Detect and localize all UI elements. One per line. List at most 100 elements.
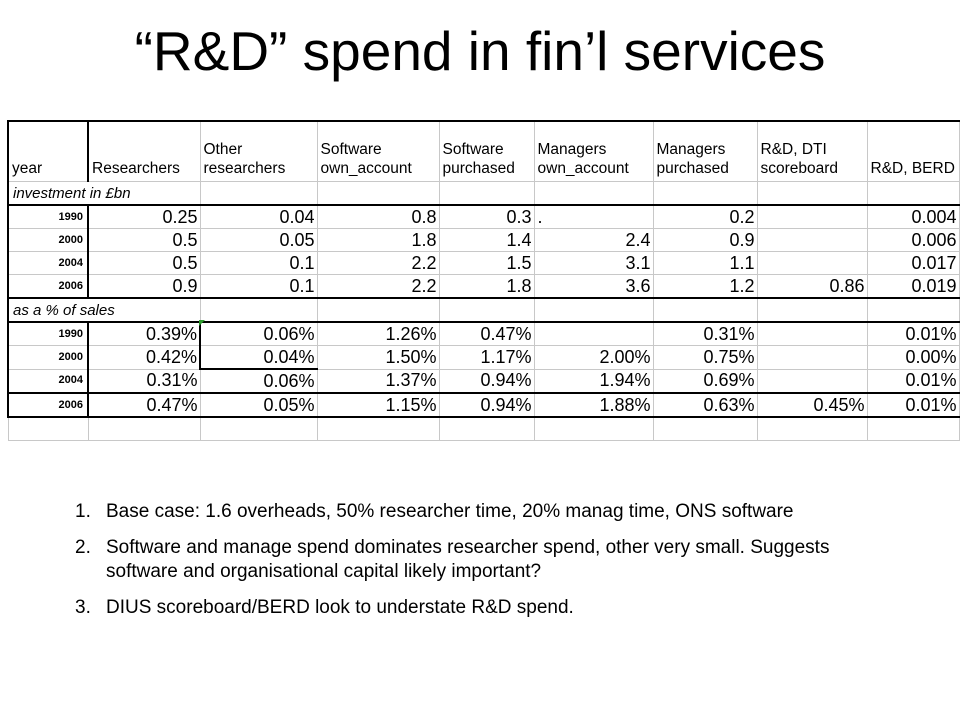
year-cell: 2000 [7, 345, 89, 370]
note-number: 1. [75, 501, 91, 522]
value-cell [533, 321, 654, 346]
value-cell: 0.8 [316, 204, 440, 229]
value-cell: 0.5 [87, 228, 201, 252]
year-cell: 2000 [7, 228, 89, 252]
value-cell: 0.9 [652, 228, 758, 252]
section-label-investment: investment in £bn [7, 181, 201, 206]
value-cell: 0.017 [866, 251, 960, 275]
year-cell: 2006 [7, 274, 89, 299]
table-row: 1990 0.25 0.04 0.8 0.3 . 0.2 0.004 [7, 204, 960, 229]
note-text: Base case: 1.6 overheads, 50% researcher… [106, 501, 794, 522]
value-cell: 0.06% [199, 321, 318, 346]
value-cell: 1.8 [438, 274, 535, 299]
value-cell: 3.6 [533, 274, 654, 299]
table-row: 2000 0.42% 0.04% 1.50% 1.17% 2.00% 0.75%… [7, 345, 960, 370]
value-cell: 0.01% [866, 368, 960, 394]
value-cell: 0.01% [866, 321, 960, 346]
value-cell: 1.26% [316, 321, 440, 346]
value-cell: 2.2 [316, 251, 440, 275]
note-number: 2. [75, 537, 91, 558]
header-row: year Researchers Other researchers Softw… [7, 120, 960, 182]
header-software-own-account: Software own_account [316, 120, 440, 182]
value-cell [756, 204, 868, 229]
value-cell: 2.2 [316, 274, 440, 299]
rd-spend-table: year Researchers Other researchers Softw… [7, 120, 960, 441]
value-cell: 0.31% [87, 368, 201, 394]
value-cell: 0.47% [87, 392, 201, 418]
note-item: 3. DIUS scoreboard/BERD look to understa… [75, 596, 895, 620]
slide-title: “R&D” spend in fin’l services [134, 20, 826, 82]
value-cell: 0.94% [438, 368, 535, 394]
value-cell: 1.1 [652, 251, 758, 275]
header-rd-dti-scoreboard: R&D, DTI scoreboard [756, 120, 868, 182]
value-cell: 0.9 [87, 274, 201, 299]
value-cell: 0.004 [866, 204, 960, 229]
cell-comment-marker [199, 320, 205, 326]
value-cell: 1.15% [316, 392, 440, 418]
value-cell: 0.31% [652, 321, 758, 346]
value-cell: 0.42% [87, 345, 201, 370]
value-cell: 1.37% [316, 368, 440, 394]
note-number: 3. [75, 597, 91, 618]
table-row: 2006 0.9 0.1 2.2 1.8 3.6 1.2 0.86 0.019 [7, 274, 960, 299]
value-cell: 0.04 [199, 204, 318, 229]
note-text: Software and manage spend dominates rese… [106, 537, 830, 582]
value-cell: 0.05% [199, 392, 318, 418]
value-cell: 1.2 [652, 274, 758, 299]
value-cell [756, 228, 868, 252]
value-cell: 0.01% [866, 392, 960, 418]
header-other-researchers: Other researchers [199, 120, 318, 182]
section-row: investment in £bn [7, 181, 960, 206]
value-cell: 0.86 [756, 274, 868, 299]
value-cell: 1.8 [316, 228, 440, 252]
header-software-purchased: Software purchased [438, 120, 535, 182]
section-row: as a % of sales [7, 297, 960, 323]
note-item: 1. Base case: 1.6 overheads, 50% researc… [75, 500, 895, 524]
table-row: 2006 0.47% 0.05% 1.15% 0.94% 1.88% 0.63%… [7, 392, 960, 418]
value-cell: 0.00% [866, 345, 960, 370]
header-year: year [7, 120, 89, 182]
value-cell: . [533, 204, 654, 229]
value-cell: 0.75% [652, 345, 758, 370]
value-cell: 2.00% [533, 345, 654, 370]
note-item: 2. Software and manage spend dominates r… [75, 536, 895, 584]
value-cell: 1.88% [533, 392, 654, 418]
table-row: 2000 0.5 0.05 1.8 1.4 2.4 0.9 0.006 [7, 228, 960, 252]
value-cell: 0.1 [199, 251, 318, 275]
value-cell: 0.63% [652, 392, 758, 418]
value-cell: 1.17% [438, 345, 535, 370]
header-managers-purchased: Managers purchased [652, 120, 758, 182]
value-cell: 0.2 [652, 204, 758, 229]
value-cell: 0.25 [87, 204, 201, 229]
value-cell: 0.019 [866, 274, 960, 299]
value-cell [756, 345, 868, 370]
value-cell: 0.47% [438, 321, 535, 346]
value-cell: 0.39% [87, 321, 201, 346]
year-cell: 2004 [7, 251, 89, 275]
value-cell: 1.50% [316, 345, 440, 370]
value-cell: 2.4 [533, 228, 654, 252]
value-cell: 0.006 [866, 228, 960, 252]
value-cell: 3.1 [533, 251, 654, 275]
year-cell: 2006 [7, 392, 89, 418]
table-row: 2004 0.5 0.1 2.2 1.5 3.1 1.1 0.017 [7, 251, 960, 275]
value-cell: 0.5 [87, 251, 201, 275]
header-managers-own-account: Managers own_account [533, 120, 654, 182]
table-row: 1990 0.39% 0.06% 1.26% 0.47% 0.31% 0.01% [7, 321, 960, 346]
value-cell [756, 321, 868, 346]
note-text: DIUS scoreboard/BERD look to understate … [106, 597, 574, 618]
value-cell: 0.06% [199, 368, 318, 394]
section-label-percent-of-sales: as a % of sales [7, 297, 201, 323]
value-cell: 0.04% [199, 345, 318, 370]
year-cell: 1990 [7, 321, 89, 346]
value-cell: 0.94% [438, 392, 535, 418]
header-researchers: Researchers [87, 120, 201, 182]
value-cell: 1.94% [533, 368, 654, 394]
value-cell [756, 251, 868, 275]
value-cell: 0.05 [199, 228, 318, 252]
value-cell [756, 368, 868, 394]
notes-list: 1. Base case: 1.6 overheads, 50% researc… [75, 500, 895, 632]
value-cell: 0.1 [199, 274, 318, 299]
value-cell: 0.3 [438, 204, 535, 229]
empty-row [7, 416, 960, 441]
